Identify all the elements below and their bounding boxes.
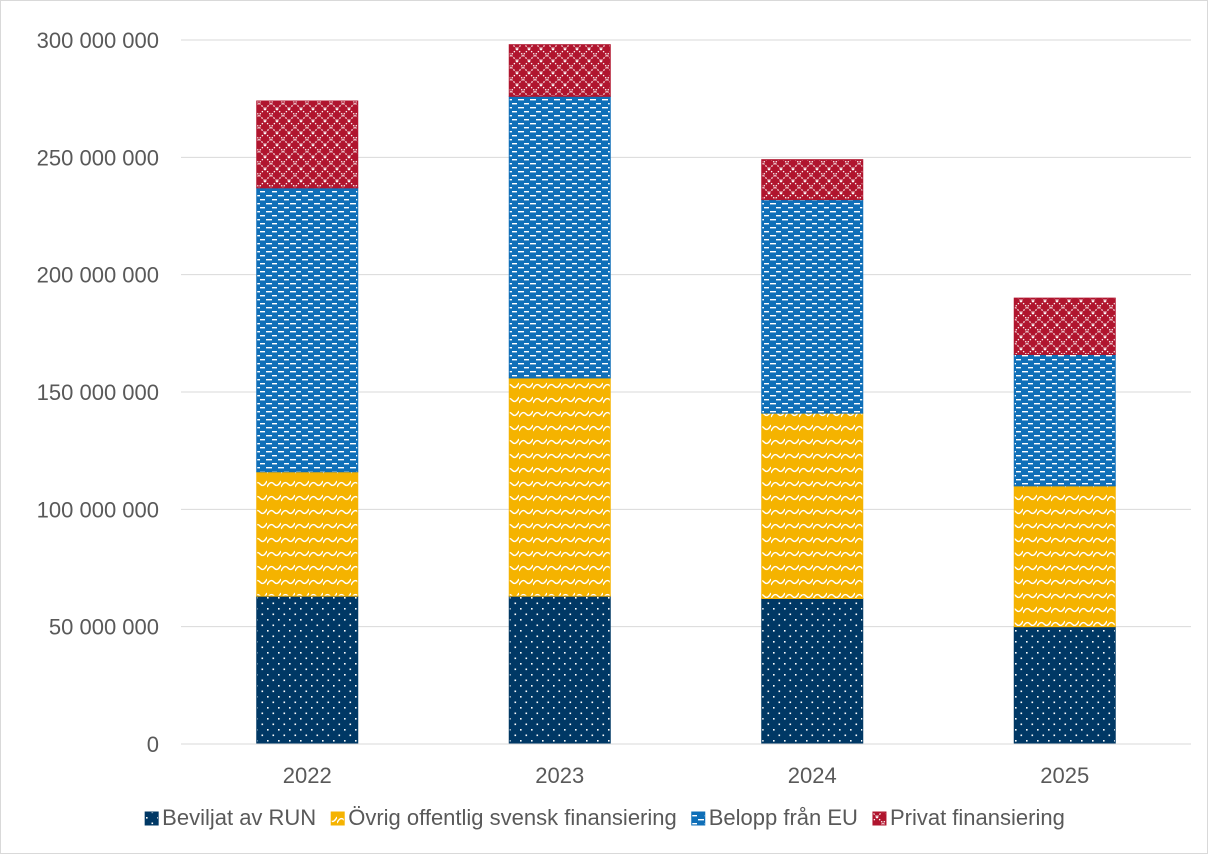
bar-belopp-fran-eu-2022 [256, 187, 359, 473]
legend-swatch [872, 811, 887, 826]
legend-label: Privat finansiering [890, 805, 1065, 830]
x-tick-label: 2023 [535, 763, 584, 788]
bar-ovrig-offentlig-svensk-finansiering-2023 [508, 377, 611, 597]
legend-label: Belopp från EU [709, 805, 858, 830]
legend-swatch [330, 811, 345, 826]
x-tick-label: 2024 [788, 763, 837, 788]
y-axis-tick-labels: 0 50 000 000 100 000 000 150 000 000 200 000… [37, 28, 159, 757]
legend-item-beviljat-av-run: Beviljat av RUN [144, 805, 316, 830]
legend-label: Beviljat av RUN [162, 805, 316, 830]
legend-item-privat-finansiering: Privat finansiering [872, 805, 1065, 830]
bar-privat-finansiering-2025 [1013, 297, 1116, 355]
x-axis-tick-labels: 2022 2023 2024 2025 [283, 763, 1089, 788]
bar-beviljat-av-run-2024 [761, 598, 864, 745]
y-tick-label: 50 000 000 [49, 615, 159, 640]
x-tick-label: 2022 [283, 763, 332, 788]
legend: Beviljat av RUN Övrig offentlig svensk fi… [144, 805, 1065, 830]
bar-belopp-fran-eu-2025 [1013, 353, 1116, 487]
bar-privat-finansiering-2024 [761, 159, 864, 201]
legend-item-ovrig-offentlig-svensk-finansiering: Övrig offentlig svensk finansiering [330, 805, 677, 830]
bar-belopp-fran-eu-2024 [761, 199, 864, 414]
bar-ovrig-offentlig-svensk-finansiering-2024 [761, 412, 864, 600]
bar-privat-finansiering-2023 [508, 44, 611, 97]
y-tick-label: 300 000 000 [37, 28, 159, 53]
legend-item-belopp-fran-eu: Belopp från EU [691, 805, 858, 830]
bar-beviljat-av-run-2025 [1013, 626, 1116, 745]
bars [256, 44, 1116, 745]
y-tick-label: 250 000 000 [37, 145, 159, 170]
legend-swatch [691, 811, 706, 826]
legend-swatch [144, 811, 159, 826]
bar-beviljat-av-run-2023 [508, 595, 611, 745]
legend-label: Övrig offentlig svensk finansiering [348, 805, 677, 830]
bar-ovrig-offentlig-svensk-finansiering-2025 [1013, 485, 1116, 628]
y-tick-label: 150 000 000 [37, 380, 159, 405]
y-tick-label: 0 [147, 732, 159, 757]
bar-beviljat-av-run-2022 [256, 595, 359, 745]
y-tick-label: 200 000 000 [37, 263, 159, 288]
bar-ovrig-offentlig-svensk-finansiering-2022 [256, 471, 359, 597]
x-tick-label: 2025 [1040, 763, 1089, 788]
y-tick-label: 100 000 000 [37, 497, 159, 522]
bar-belopp-fran-eu-2023 [508, 95, 611, 379]
bar-privat-finansiering-2022 [256, 100, 359, 189]
